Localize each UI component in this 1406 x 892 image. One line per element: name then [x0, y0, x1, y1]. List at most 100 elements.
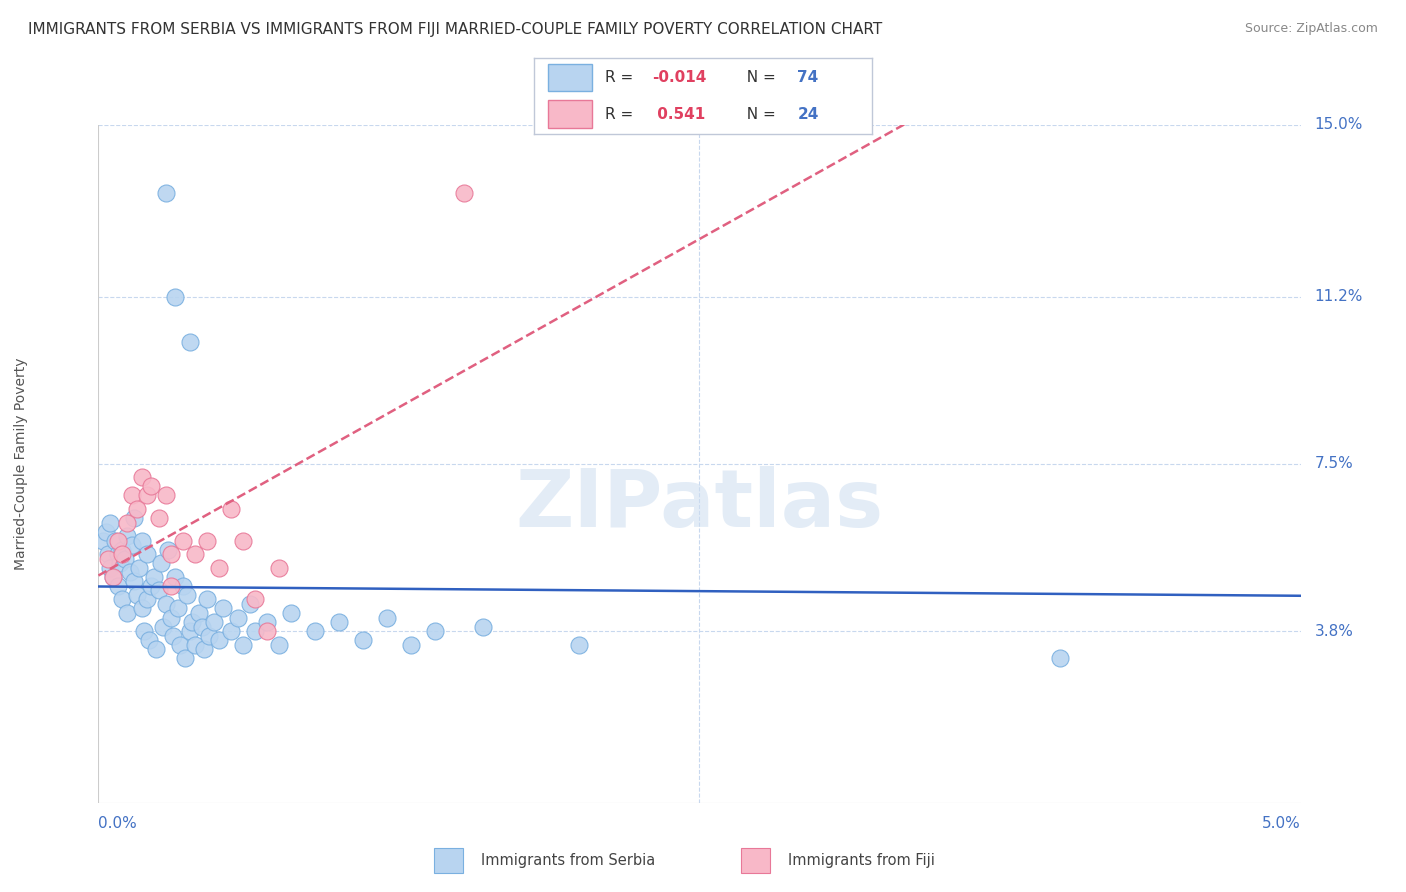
Text: 7.5%: 7.5% [1315, 457, 1354, 471]
Point [117, 606, 139, 620]
Point [111, 542, 134, 557]
Text: N =: N = [737, 106, 780, 121]
Point [568, 638, 591, 652]
Point [148, 583, 170, 598]
Text: 3.8%: 3.8% [1315, 624, 1354, 639]
Point [472, 619, 495, 633]
Text: Married-Couple Family Poverty: Married-Couple Family Poverty [14, 358, 28, 570]
Point [375, 610, 398, 624]
Point [107, 533, 129, 548]
Point [131, 470, 153, 484]
Point [183, 638, 205, 652]
Point [202, 615, 225, 629]
Point [195, 592, 218, 607]
Point [97, 551, 120, 566]
Point [198, 629, 221, 643]
Point [226, 610, 249, 624]
Point [155, 488, 177, 502]
Point [141, 579, 163, 593]
Point [145, 642, 167, 657]
Point [108, 556, 131, 570]
Point [304, 624, 326, 638]
Point [232, 638, 254, 652]
Point [141, 479, 163, 493]
Point [191, 619, 214, 633]
Point [117, 529, 139, 543]
Text: 0.541: 0.541 [652, 106, 706, 121]
Point [121, 538, 143, 552]
Point [181, 615, 204, 629]
Point [159, 579, 181, 593]
Point [125, 502, 148, 516]
FancyBboxPatch shape [548, 64, 592, 91]
Point [135, 547, 157, 561]
Text: R =: R = [605, 70, 638, 86]
Point [256, 615, 278, 629]
Point [243, 592, 266, 607]
Point [131, 533, 153, 548]
Point [267, 638, 290, 652]
Point [172, 533, 194, 548]
Point [155, 186, 177, 200]
Point [256, 624, 278, 638]
Point [165, 290, 187, 304]
Point [149, 556, 172, 570]
Point [267, 561, 290, 575]
Point [128, 561, 150, 575]
Point [179, 624, 201, 638]
Point [166, 601, 188, 615]
Point [1049, 651, 1071, 665]
Point [100, 561, 122, 575]
Point [208, 633, 231, 648]
Point [165, 570, 187, 584]
Point [94, 524, 117, 539]
Text: Immigrants from Fiji: Immigrants from Fiji [787, 854, 935, 868]
Point [132, 624, 155, 638]
Text: 0.0%: 0.0% [98, 816, 138, 831]
Point [131, 601, 153, 615]
Point [111, 547, 134, 561]
Point [135, 592, 157, 607]
Point [107, 579, 129, 593]
Text: IMMIGRANTS FROM SERBIA VS IMMIGRANTS FROM FIJI MARRIED-COUPLE FAMILY POVERTY COR: IMMIGRANTS FROM SERBIA VS IMMIGRANTS FRO… [28, 22, 883, 37]
Point [142, 570, 165, 584]
Text: Immigrants from Serbia: Immigrants from Serbia [481, 854, 655, 868]
Point [243, 624, 266, 638]
Text: 74: 74 [797, 70, 818, 86]
Text: 11.2%: 11.2% [1315, 289, 1362, 304]
Point [453, 186, 475, 200]
Point [157, 542, 180, 557]
Point [111, 592, 134, 607]
Point [423, 624, 446, 638]
Text: N =: N = [737, 70, 780, 86]
Point [104, 533, 127, 548]
Point [162, 629, 184, 643]
Point [193, 642, 215, 657]
Point [159, 547, 181, 561]
Point [135, 488, 157, 502]
Point [352, 633, 374, 648]
Point [124, 511, 146, 525]
FancyBboxPatch shape [741, 848, 770, 873]
Point [212, 601, 235, 615]
Point [107, 547, 129, 561]
Point [232, 533, 254, 548]
Point [159, 610, 181, 624]
Point [239, 597, 262, 611]
Point [100, 516, 122, 530]
Point [114, 551, 136, 566]
Point [97, 547, 120, 561]
Text: 5.0%: 5.0% [1261, 816, 1301, 831]
Point [124, 574, 146, 589]
Point [176, 588, 198, 602]
Point [188, 606, 211, 620]
Point [91, 533, 114, 548]
Text: 15.0%: 15.0% [1315, 118, 1362, 132]
FancyBboxPatch shape [433, 848, 463, 873]
Point [118, 566, 141, 580]
Point [195, 533, 218, 548]
Point [219, 624, 242, 638]
Point [121, 488, 143, 502]
Text: -0.014: -0.014 [652, 70, 707, 86]
Point [208, 561, 231, 575]
